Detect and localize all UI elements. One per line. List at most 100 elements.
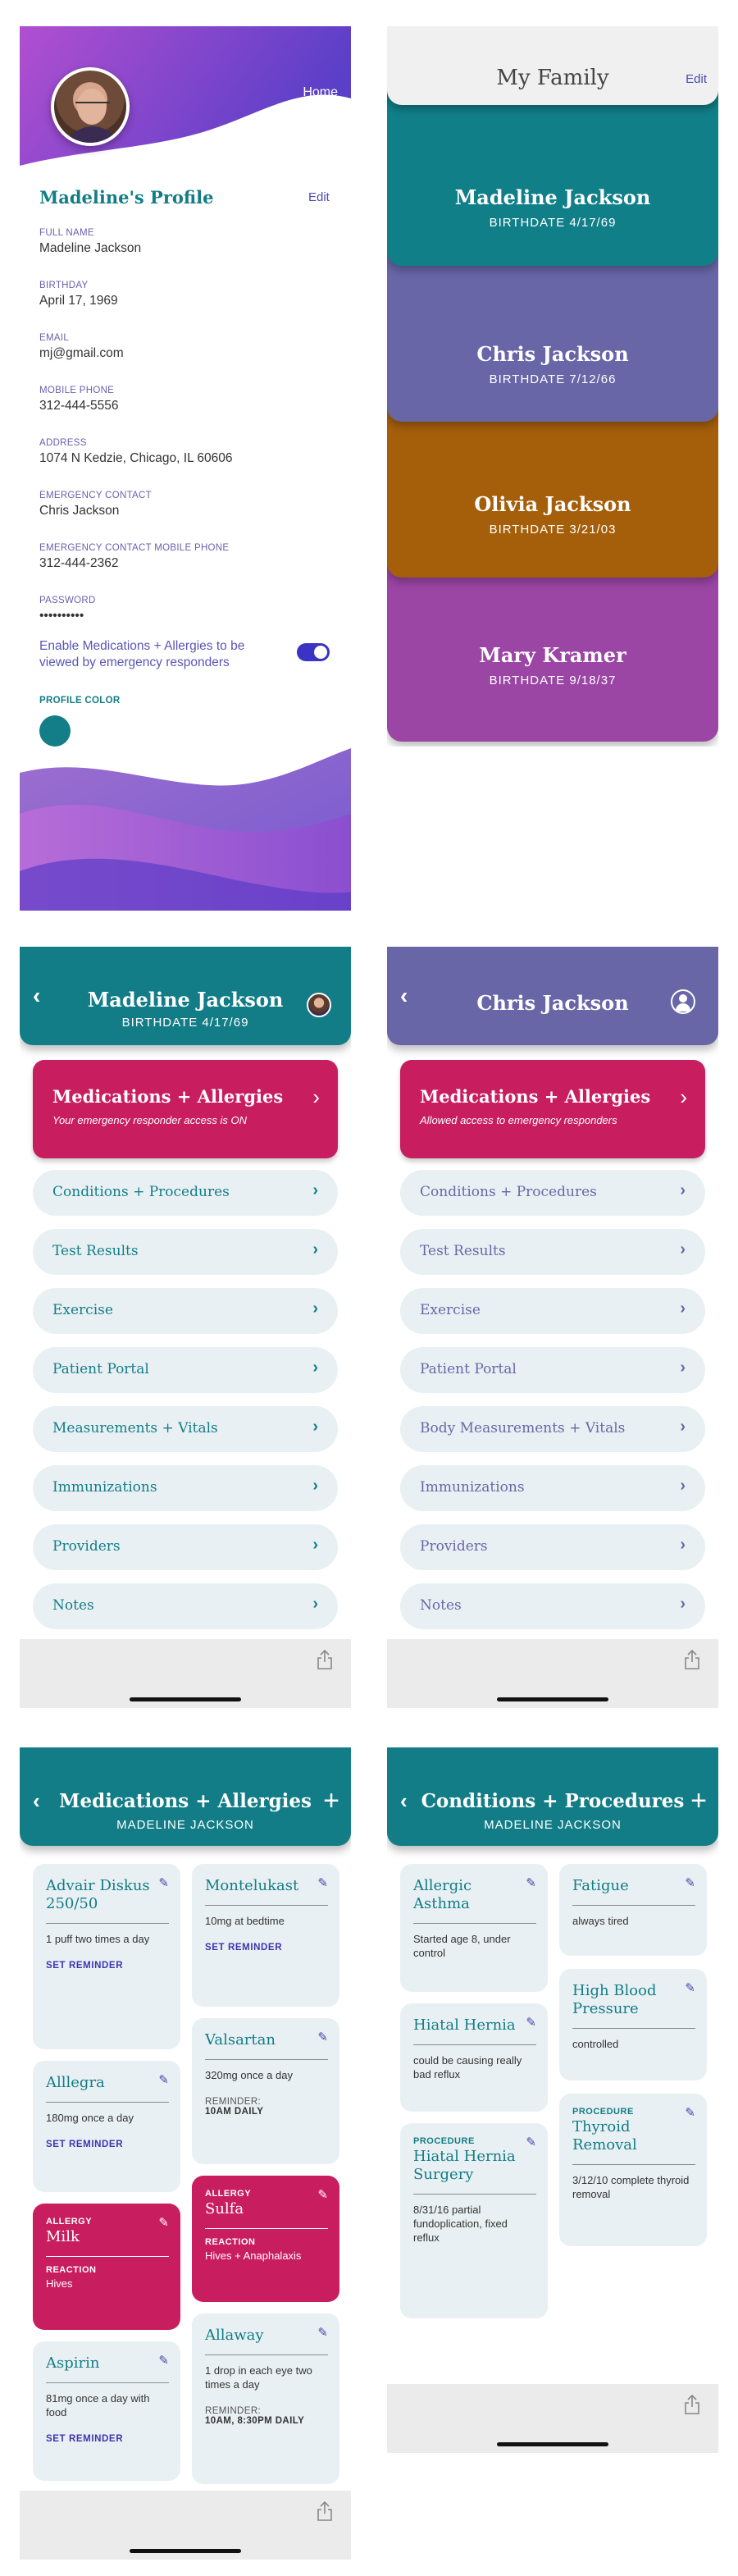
profile-color-swatch[interactable] — [39, 715, 71, 747]
medications-subtitle: Allowed access to emergency responders — [420, 1114, 617, 1126]
medications-allergies-button[interactable]: Medications + Allergies Your emergency r… — [33, 1060, 338, 1158]
menu-item-exercise[interactable]: Exercise › — [400, 1288, 705, 1334]
medication-card[interactable]: Aspirin ✎ 81mg once a day with food SET … — [33, 2341, 180, 2481]
page-title: My Family — [496, 66, 609, 90]
edit-pencil-icon[interactable]: ✎ — [317, 2188, 328, 2202]
back-icon[interactable]: ‹ — [400, 983, 408, 1008]
back-icon[interactable]: ‹ — [33, 1788, 40, 1813]
allergy-card[interactable]: ALLERGY Sulfa ✎ REACTION Hives + Anaphal… — [192, 2176, 339, 2302]
profile-color-label: PROFILE COLOR — [39, 696, 121, 706]
medication-card[interactable]: Valsartan ✎ 320mg once a day REMINDER: 1… — [192, 2018, 339, 2164]
medication-card[interactable]: Alllegra ✎ 180mg once a day SET REMINDER — [33, 2061, 180, 2192]
back-icon[interactable]: ‹ — [400, 1788, 408, 1813]
menu-item-providers[interactable]: Providers › — [400, 1524, 705, 1570]
field-value[interactable]: 1074 N Kedzie, Chicago, IL 60606 — [39, 451, 233, 465]
menu-item-immunizations[interactable]: Immunizations › — [400, 1465, 705, 1511]
home-link[interactable]: Home — [303, 85, 338, 99]
chevron-right-icon: › — [680, 1181, 686, 1199]
menu-item-patient-portal[interactable]: Patient Portal › — [33, 1347, 338, 1393]
menu-item-label: Measurements + Vitals — [52, 1420, 218, 1436]
edit-pencil-icon[interactable]: ✎ — [317, 2326, 328, 2340]
edit-family-button[interactable]: Edit — [686, 72, 707, 86]
menu-item-measurements[interactable]: Measurements + Vitals › — [33, 1406, 338, 1452]
page-title: Madeline's Profile — [39, 187, 214, 208]
edit-pencil-icon[interactable]: ✎ — [526, 2135, 536, 2149]
edit-pencil-icon[interactable]: ✎ — [685, 1981, 695, 1995]
menu-item-providers[interactable]: Providers › — [33, 1524, 338, 1570]
card-title: Hiatal Hernia — [413, 2016, 516, 2034]
edit-pencil-icon[interactable]: ✎ — [158, 2354, 169, 2368]
family-member-card[interactable]: Madeline Jackson BIRTHDATE 4/17/69 — [387, 75, 718, 266]
condition-card[interactable]: Hiatal Hernia ✎ could be causing really … — [400, 2003, 548, 2112]
share-icon[interactable] — [684, 2394, 700, 2415]
menu-item-notes[interactable]: Notes › — [33, 1583, 338, 1629]
condition-card[interactable]: High Blood Pressure ✎ controlled — [559, 1969, 707, 2080]
user-icon[interactable] — [671, 989, 695, 1014]
condition-card[interactable]: Fatigue ✎ always tired — [559, 1864, 707, 1956]
menu-item-exercise[interactable]: Exercise › — [33, 1288, 338, 1334]
medication-card[interactable]: Montelukast ✎ 10mg at bedtime SET REMIND… — [192, 1864, 339, 2007]
edit-pencil-icon[interactable]: ✎ — [317, 1876, 328, 1890]
member-header: ‹ Madeline Jackson BIRTHDATE 4/17/69 — [20, 947, 351, 1045]
edit-pencil-icon[interactable]: ✎ — [685, 2106, 695, 2120]
field-value[interactable]: Madeline Jackson — [39, 241, 142, 255]
edit-pencil-icon[interactable]: ✎ — [685, 1876, 695, 1890]
procedure-card[interactable]: PROCEDURE Hiatal Hernia Surgery ✎ 8/31/1… — [400, 2123, 548, 2318]
menu-item-label: Conditions + Procedures — [420, 1184, 597, 1200]
edit-pencil-icon[interactable]: ✎ — [158, 1876, 169, 1890]
reminder-value: 10AM, 8:30PM DAILY — [205, 2416, 305, 2426]
edit-pencil-icon[interactable]: ✎ — [158, 2073, 169, 2087]
medications-allergies-button[interactable]: Medications + Allergies Allowed access t… — [400, 1060, 705, 1158]
field-value[interactable]: 312-444-2362 — [39, 556, 119, 570]
condition-card[interactable]: Allergic Asthma ✎ Started age 8, under c… — [400, 1864, 548, 1992]
procedure-card[interactable]: PROCEDURE Thyroid Removal ✎ 3/12/10 comp… — [559, 2094, 707, 2246]
share-icon[interactable] — [317, 1649, 333, 1670]
menu-item-measurements[interactable]: Body Measurements + Vitals › — [400, 1406, 705, 1452]
medications-title: Medications + Allergies — [52, 1086, 284, 1107]
family-member-card[interactable]: Mary Kramer BIRTHDATE 9/18/37 — [387, 551, 718, 742]
emergency-access-toggle[interactable] — [297, 643, 330, 661]
field-value[interactable]: •••••••••• — [39, 609, 84, 623]
menu-item-conditions[interactable]: Conditions + Procedures › — [400, 1170, 705, 1216]
field-value[interactable]: mj@gmail.com — [39, 346, 124, 360]
menu-item-notes[interactable]: Notes › — [400, 1583, 705, 1629]
medication-card[interactable]: Advair Diskus 250/50 ✎ 1 puff two times … — [33, 1864, 180, 2049]
set-reminder-button[interactable]: SET REMINDER — [46, 2140, 124, 2149]
menu-item-patient-portal[interactable]: Patient Portal › — [400, 1347, 705, 1393]
field-value[interactable]: 312-444-5556 — [39, 399, 119, 413]
edit-pencil-icon[interactable]: ✎ — [526, 2016, 536, 2030]
family-header — [387, 26, 718, 105]
menu-item-label: Patient Portal — [420, 1361, 517, 1377]
menu-item-test-results[interactable]: Test Results › — [33, 1229, 338, 1275]
member-header: ‹ Chris Jackson — [387, 947, 718, 1045]
chris-detail-screen: ‹ Chris Jackson Medications + Allergies … — [387, 947, 718, 1708]
menu-item-conditions[interactable]: Conditions + Procedures › — [33, 1170, 338, 1216]
edit-profile-button[interactable]: Edit — [308, 190, 330, 204]
edit-pencil-icon[interactable]: ✎ — [158, 2216, 169, 2230]
field-label: MOBILE PHONE — [39, 386, 115, 395]
back-icon[interactable]: ‹ — [33, 983, 41, 1008]
add-icon[interactable]: + — [323, 1785, 339, 1816]
edit-pencil-icon[interactable]: ✎ — [526, 1876, 536, 1890]
menu-item-test-results[interactable]: Test Results › — [400, 1229, 705, 1275]
menu-item-immunizations[interactable]: Immunizations › — [33, 1465, 338, 1511]
avatar[interactable] — [307, 993, 331, 1017]
add-icon[interactable]: + — [690, 1785, 707, 1816]
set-reminder-button[interactable]: SET REMINDER — [46, 1961, 124, 1971]
share-icon[interactable] — [317, 2501, 333, 2522]
edit-pencil-icon[interactable]: ✎ — [317, 2030, 328, 2044]
field-label: PASSWORD — [39, 596, 96, 605]
medication-card[interactable]: Allaway ✎ 1 drop in each eye two times a… — [192, 2313, 339, 2484]
card-tag: ALLERGY — [205, 2189, 252, 2199]
allergy-card[interactable]: ALLERGY Milk ✎ REACTION Hives — [33, 2204, 180, 2330]
medications-title: Medications + Allergies — [420, 1086, 651, 1107]
menu-item-label: Notes — [52, 1597, 94, 1614]
set-reminder-button[interactable]: SET REMINDER — [46, 2434, 124, 2444]
set-reminder-button[interactable]: SET REMINDER — [205, 1943, 283, 1953]
card-title: Montelukast — [205, 1877, 299, 1894]
field-value[interactable]: April 17, 1969 — [39, 294, 118, 308]
profile-avatar[interactable] — [51, 67, 130, 146]
field-value[interactable]: Chris Jackson — [39, 504, 120, 518]
field-label: BIRTHDAY — [39, 281, 89, 290]
share-icon[interactable] — [684, 1649, 700, 1670]
